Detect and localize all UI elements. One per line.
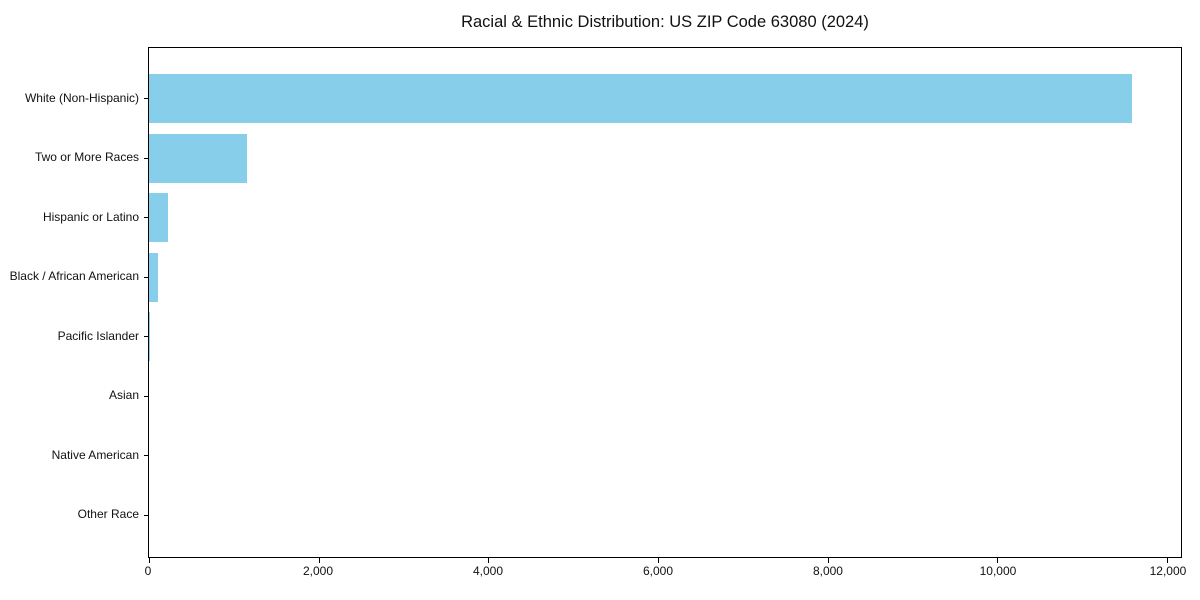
y-tick-mark: [144, 514, 148, 516]
x-tick-mark: [827, 558, 829, 563]
y-tick-label: Black / African American: [9, 269, 139, 283]
chart-title: Racial & Ethnic Distribution: US ZIP Cod…: [461, 13, 869, 31]
bar-two-or-more-races: [149, 133, 247, 183]
y-tick-mark: [144, 276, 148, 278]
x-tick-label: 12,000: [1149, 564, 1187, 578]
y-tick-label: Pacific Islander: [57, 328, 139, 343]
y-tick-mark: [144, 157, 148, 159]
x-tick-label: 10,000: [979, 564, 1017, 578]
y-tick-mark: [144, 336, 148, 337]
y-tick-label: Other Race: [77, 507, 139, 521]
x-tick-label: 6,000: [642, 564, 673, 578]
y-tick-label: Asian: [108, 388, 139, 402]
y-tick-mark: [144, 98, 148, 99]
bar-hispanic-or-latino: [149, 193, 168, 242]
plot-area: [144, 47, 1182, 563]
x-tick-mark: [1167, 558, 1168, 563]
y-tick-label: Two or More Races: [34, 150, 139, 164]
y-tick-label: Native American: [51, 447, 139, 462]
y-tick-label: Hispanic or Latino: [42, 209, 139, 224]
bar-pacific-islander: [149, 312, 151, 361]
x-tick-label: 2,000: [302, 564, 333, 578]
x-tick-mark: [318, 558, 320, 563]
x-tick-label: 4,000: [472, 564, 503, 578]
y-tick-label: White (Non-Hispanic): [24, 90, 139, 105]
bar-black-african-american: [149, 252, 159, 302]
x-tick-mark: [658, 558, 659, 563]
x-tick-mark: [149, 558, 150, 563]
x-tick-mark: [997, 558, 999, 563]
x-tick-label: 0: [144, 564, 152, 578]
x-tick-label: 8,000: [812, 564, 843, 578]
y-tick-mark: [144, 455, 148, 456]
y-tick-mark: [144, 217, 148, 218]
x-tick-mark: [488, 558, 490, 563]
y-tick-mark: [144, 395, 148, 397]
bar-white-non-hispanic: [149, 74, 1133, 123]
